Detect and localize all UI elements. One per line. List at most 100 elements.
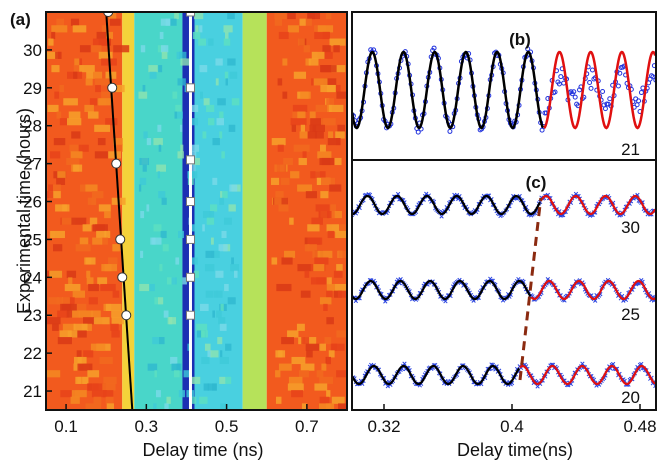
circle-marker bbox=[103, 12, 114, 17]
heatmap-cell bbox=[69, 144, 82, 152]
heatmap-cell bbox=[231, 98, 240, 106]
heatmap-cell bbox=[335, 230, 347, 239]
data-point bbox=[607, 96, 613, 102]
heatmap-cell bbox=[91, 45, 102, 53]
heatmap-cell bbox=[106, 403, 115, 410]
panel-c-plot bbox=[352, 191, 656, 389]
heatmap-cell bbox=[176, 51, 182, 59]
x-tick-label: 0.1 bbox=[54, 417, 78, 436]
heatmap-cell bbox=[177, 151, 184, 159]
heatmap-cell bbox=[217, 98, 226, 106]
heatmap-cell bbox=[304, 270, 310, 278]
heatmap-cell bbox=[274, 164, 284, 172]
heatmap-cell bbox=[323, 78, 337, 86]
x-tick-label: 0.7 bbox=[295, 417, 319, 436]
heatmap-cell bbox=[49, 270, 63, 278]
heatmap-cell bbox=[147, 363, 158, 371]
heatmap-cell bbox=[281, 337, 294, 345]
heatmap-cell bbox=[71, 131, 81, 139]
fit-curve-black bbox=[352, 279, 532, 301]
heatmap-cell bbox=[321, 65, 337, 73]
heatmap-cell bbox=[336, 330, 347, 338]
heatmap-cell bbox=[201, 330, 205, 338]
heatmap-cell bbox=[112, 290, 120, 298]
heatmap-cell bbox=[85, 184, 98, 192]
data-point bbox=[571, 89, 577, 95]
heatmap-cell bbox=[90, 343, 106, 351]
circle-marker bbox=[121, 310, 132, 321]
heatmap-cell bbox=[275, 370, 281, 378]
heatmap-cell bbox=[305, 18, 312, 26]
heatmap-cell bbox=[146, 204, 150, 212]
heatmap-cell bbox=[215, 78, 219, 86]
heatmap-cell bbox=[56, 177, 66, 185]
heatmap-cell bbox=[215, 270, 224, 278]
heatmap-cell bbox=[330, 204, 336, 212]
heatmap-cell bbox=[274, 197, 282, 205]
square-marker bbox=[185, 155, 195, 165]
heatmap-cell bbox=[199, 396, 208, 404]
heatmap-cell bbox=[108, 12, 117, 20]
heatmap-cell bbox=[79, 184, 87, 192]
fit-curve-black bbox=[352, 50, 545, 130]
heatmap-cell bbox=[335, 283, 347, 292]
heatmap-cell bbox=[53, 138, 66, 146]
heatmap-cell bbox=[202, 211, 212, 219]
heatmap-cell bbox=[162, 244, 169, 252]
heatmap-cell bbox=[335, 84, 341, 93]
heatmap-cell bbox=[73, 323, 88, 331]
heatmap-cell bbox=[76, 350, 82, 358]
heatmap-cell bbox=[314, 383, 328, 391]
heatmap-cell bbox=[79, 65, 95, 73]
heatmap-cell bbox=[69, 310, 80, 318]
heatmap-cell bbox=[105, 303, 122, 311]
heatmap-cell bbox=[71, 217, 87, 225]
heatmap-cell bbox=[228, 204, 236, 212]
heatmap-cell bbox=[101, 91, 114, 99]
data-point bbox=[589, 67, 595, 73]
y-tick-label: 26 bbox=[23, 193, 42, 212]
heatmap-cell bbox=[111, 317, 124, 325]
heatmap-cell bbox=[331, 65, 346, 73]
heatmap-cell bbox=[202, 224, 205, 232]
heatmap-cell bbox=[158, 191, 166, 199]
heatmap-cell bbox=[317, 250, 333, 258]
heatmap-cell bbox=[75, 244, 91, 252]
panel-c-ticks: 0.32 0.4 0.48 bbox=[367, 404, 657, 436]
heatmap-cell bbox=[326, 290, 333, 298]
heatmap-cell bbox=[215, 58, 223, 66]
data-point bbox=[580, 361, 585, 366]
heatmap-cell bbox=[105, 396, 114, 404]
heatmap-cell bbox=[278, 31, 289, 40]
heatmap-cell bbox=[201, 356, 210, 365]
heatmap-cell bbox=[163, 310, 169, 318]
heatmap-cell bbox=[96, 31, 107, 40]
heatmap-cell bbox=[328, 131, 334, 139]
heatmap-cell bbox=[219, 376, 226, 384]
data-point bbox=[552, 89, 558, 95]
heatmap-cell bbox=[104, 211, 111, 219]
heatmap-cell bbox=[310, 171, 326, 179]
panel-b: (b) 21 bbox=[351, 11, 657, 161]
heatmap-cell bbox=[70, 151, 83, 159]
x-tick-label: 0.32 bbox=[367, 417, 400, 436]
heatmap-cell bbox=[110, 323, 119, 331]
heatmap-cell bbox=[297, 184, 313, 192]
y-tick-label: 25 bbox=[23, 230, 42, 249]
heatmap-cell bbox=[219, 111, 224, 119]
heatmap-cell bbox=[324, 337, 332, 345]
heatmap-cell bbox=[155, 390, 161, 398]
heatmap-cell bbox=[301, 403, 307, 410]
fit-curve-black bbox=[352, 194, 541, 216]
heatmap-cell bbox=[105, 118, 118, 126]
heatmap-cell bbox=[142, 84, 146, 93]
heatmap-cell bbox=[330, 343, 345, 351]
heatmap-cell bbox=[190, 104, 199, 112]
heatmap-cell bbox=[93, 396, 102, 404]
heatmap-cell bbox=[309, 124, 317, 132]
trace-label-30: 30 bbox=[621, 218, 640, 237]
x-axis-label: Delay time (ns) bbox=[142, 440, 263, 460]
fit-curve-red bbox=[530, 279, 656, 301]
heatmap-cell bbox=[152, 337, 159, 345]
heatmap-cell bbox=[82, 224, 92, 232]
